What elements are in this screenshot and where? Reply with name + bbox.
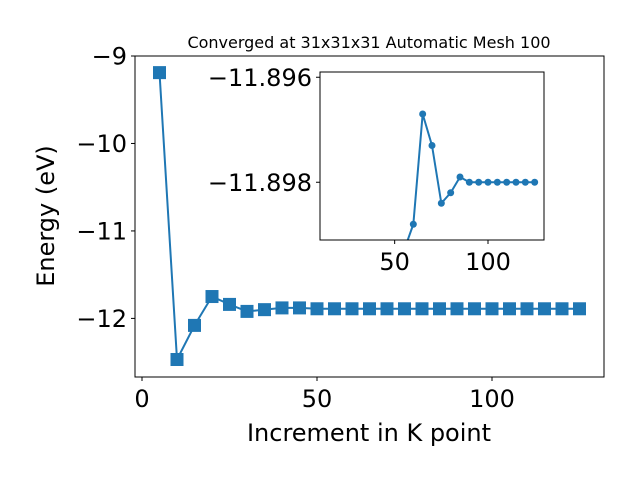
data-point [531,178,539,186]
x-tick-label: 50 [379,248,410,276]
data-point [484,178,492,186]
data-point [415,302,429,316]
y-tick-label: −9 [92,43,127,71]
data-point [433,302,446,316]
y-tick-label: −11 [76,218,127,246]
data-point [512,178,520,186]
data-point [345,302,359,316]
data-point [205,290,219,304]
data-point [503,302,516,316]
data-point [363,302,376,316]
y-tick-label: −11.898 [208,169,312,197]
data-point [258,303,271,317]
data-point [555,302,569,316]
data-point [170,353,184,367]
data-point [475,178,483,186]
data-point [240,304,254,318]
data-point [521,178,529,186]
data-point [419,110,427,118]
x-tick-label: 100 [465,248,511,276]
y-tick-label: −11.896 [208,64,312,92]
data-point [520,302,534,316]
x-tick-label: 50 [302,385,333,413]
main-plot: 0 50 100 −9 −10 −11 −12 [76,43,605,413]
plot-frame [134,55,605,378]
data-point [428,142,436,149]
data-point [493,178,501,186]
data-point [409,220,417,228]
data-point [380,302,394,316]
data-point [398,302,411,316]
data-point [538,302,551,316]
data-point [293,301,306,315]
data-point [188,318,201,332]
x-tick-label: 100 [469,385,515,413]
data-point [447,189,455,197]
inset-background [320,72,544,240]
data-point [573,302,586,316]
x-axis-label: Increment in K point [247,419,491,447]
y-tick-label: −10 [76,130,127,158]
data-point [485,302,499,316]
data-point [456,173,464,181]
x-tick-label: 0 [134,385,149,413]
data-point [468,302,481,316]
data-point [450,302,464,316]
data-point [153,66,166,80]
data-point [503,178,511,186]
data-point [310,302,324,316]
data-point [437,199,445,207]
data-point [275,301,289,315]
plot-frame [319,71,545,241]
data-point [223,297,236,311]
data-point [328,302,341,316]
inset-plot: 50 100 −11.898 −11.896 [208,64,545,276]
data-point [465,178,473,186]
y-tick-label: −12 [76,305,127,333]
chart-title: Converged at 31x31x31 Automatic Mesh 100 [187,33,550,52]
y-axis-label: Energy (eV) [32,145,60,287]
